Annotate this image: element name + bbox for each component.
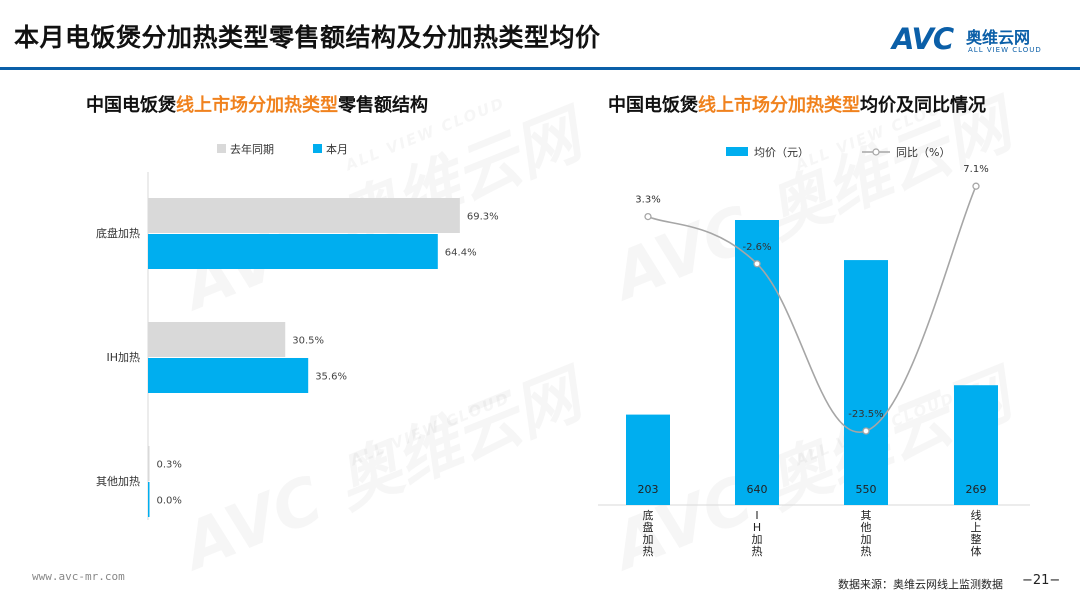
data-label: 35.6% xyxy=(315,372,347,383)
data-label: 269 xyxy=(966,483,987,496)
bar xyxy=(148,446,150,481)
tick-label: 其他加热 xyxy=(861,509,872,558)
data-label: 0.0% xyxy=(157,496,182,507)
data-label: 64.4% xyxy=(445,248,477,259)
page-title: 本月电饭煲分加热类型零售额结构及分加热类型均价 xyxy=(14,23,601,52)
data-label: 0.3% xyxy=(157,460,182,471)
legend-label: 同比（%） xyxy=(896,146,950,159)
logo-name-cn: 奥维云网 xyxy=(966,28,1031,47)
logo-name-en: ALL VIEW CLOUD xyxy=(968,46,1042,54)
category-label: IH加热 xyxy=(106,351,140,364)
bar xyxy=(844,260,888,505)
category-label: 底盘加热 xyxy=(96,226,140,240)
bar xyxy=(148,482,150,517)
legend-marker xyxy=(872,148,880,156)
bar xyxy=(148,322,286,357)
tick-label: 底盘加热 xyxy=(643,508,654,558)
data-source: 数据来源：奥维云网线上监测数据 xyxy=(838,578,1003,591)
legend-label: 去年同期 xyxy=(230,142,274,156)
legend-swatch xyxy=(217,144,226,153)
data-label: 69.3% xyxy=(467,212,499,223)
data-label: 30.5% xyxy=(292,336,324,347)
right-chart-title: 中国电饭煲线上市场分加热类型均价及同比情况 xyxy=(608,95,986,116)
data-label: 203 xyxy=(638,483,659,496)
line-marker xyxy=(972,182,980,190)
legend-label: 本月 xyxy=(326,142,348,156)
line-label: 3.3% xyxy=(635,195,660,206)
category-label: 其他加热 xyxy=(96,475,140,488)
header-divider xyxy=(0,67,1080,70)
tick-label: 线上整体 xyxy=(971,508,982,558)
legend-label: 均价（元） xyxy=(754,146,809,159)
line-label: 7.1% xyxy=(963,164,988,175)
line-marker xyxy=(644,212,652,221)
left-chart-title: 中国电饭煲线上市场分加热类型零售额结构 xyxy=(86,95,428,116)
bar xyxy=(148,198,460,233)
page-number: −21− xyxy=(1022,573,1061,588)
avc-logo: AVC 奥维云网 ALL VIEW CLOUD xyxy=(892,22,1062,58)
line-label: -2.6% xyxy=(742,242,771,253)
bar xyxy=(148,358,309,393)
line-marker xyxy=(862,427,870,435)
bar xyxy=(148,234,438,269)
tick-label: I H 加热 xyxy=(752,509,763,558)
site-url: www.avc-mr.com xyxy=(32,570,125,583)
yoy-line xyxy=(647,185,977,433)
line-label: -23.5% xyxy=(848,409,883,420)
logo-brand: AVC xyxy=(892,22,954,56)
bar xyxy=(626,414,670,505)
data-label: 640 xyxy=(747,483,768,496)
bar xyxy=(954,385,998,505)
data-label: 550 xyxy=(856,483,877,496)
bar xyxy=(735,220,779,505)
line-marker xyxy=(753,260,761,268)
legend-swatch xyxy=(726,147,748,156)
legend-swatch xyxy=(313,144,322,153)
